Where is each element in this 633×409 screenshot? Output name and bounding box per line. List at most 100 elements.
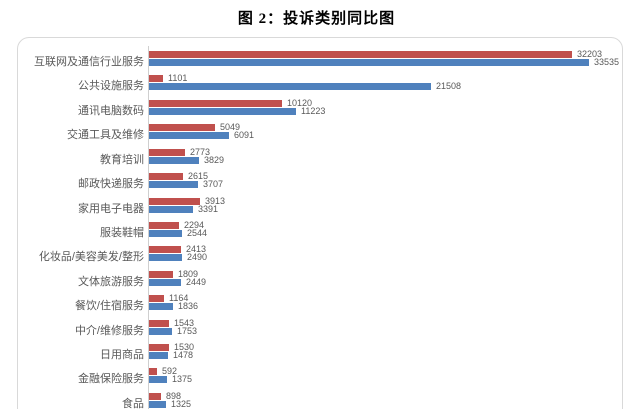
bar-group: 1543 1753 <box>149 317 622 344</box>
category-label: 互联网及通信行业服务 <box>34 56 144 68</box>
category-label: 通讯电脑数码 <box>78 104 144 117</box>
bar-blue <box>149 205 193 213</box>
value-label-blue: 1375 <box>172 374 193 385</box>
chart-row: 通讯电脑数码 10120 11223 <box>18 97 622 124</box>
bar-red <box>149 75 163 83</box>
category-label: 邮政快递服务 <box>78 178 144 191</box>
bar-group: 592 1375 <box>149 366 622 392</box>
value-label-red: 2294 <box>184 219 205 230</box>
chart-row: 餐饮/住宿服务 1164 1836 <box>18 293 622 319</box>
bar-blue <box>149 254 182 262</box>
bar-group: 3913 3391 <box>149 196 622 222</box>
chart-title: 图 2：投诉类别同比图 <box>237 11 396 27</box>
bar-red <box>149 368 157 376</box>
chart-row: 服装鞋帽 2294 2544 <box>18 219 622 246</box>
category-axis-line <box>148 46 149 409</box>
value-label-blue: 6091 <box>234 130 255 141</box>
value-label-red: 10120 <box>287 97 313 108</box>
value-label-red: 592 <box>162 366 178 377</box>
category-label: 食品 <box>122 397 144 409</box>
chart-row: 食品 898 1325 <box>18 391 622 409</box>
chart-row: 邮政快递服务 2615 3707 <box>18 171 622 197</box>
bar-group: 2615 3707 <box>149 171 622 197</box>
bar-group: 2294 2544 <box>149 219 622 246</box>
chart-row: 金融保险服务 592 1375 <box>18 366 622 392</box>
chart-row: 文体旅游服务 1809 2449 <box>18 269 622 295</box>
value-label-blue: 3707 <box>203 179 224 190</box>
bar-blue <box>149 107 296 115</box>
bar-group: 32203 33535 <box>149 49 622 75</box>
value-label-blue: 1753 <box>177 325 198 336</box>
value-label-red: 1543 <box>174 317 195 328</box>
bar-blue <box>149 83 431 91</box>
bar-blue <box>149 327 172 335</box>
category-label: 教育培训 <box>100 153 144 166</box>
bar-group: 1164 1836 <box>149 293 622 319</box>
bar-blue <box>149 303 173 311</box>
category-label: 中介/维修服务 <box>74 324 144 337</box>
bar-group: 1530 1478 <box>149 342 622 368</box>
value-label-blue: 1325 <box>171 398 192 409</box>
category-label: 金融保险服务 <box>78 373 144 386</box>
bar-blue <box>149 352 168 360</box>
value-label-blue: 2490 <box>187 252 208 263</box>
value-label-red: 2413 <box>186 244 207 255</box>
value-label-red: 2773 <box>190 146 211 157</box>
bar-blue <box>149 229 182 237</box>
category-label: 日用商品 <box>100 349 144 362</box>
bar-blue <box>149 156 199 164</box>
bar-red <box>149 344 169 352</box>
chart-row: 交通工具及维修 5049 6091 <box>18 122 622 148</box>
value-label-blue: 2544 <box>187 227 208 238</box>
bar-group: 10120 11223 <box>149 97 622 124</box>
bar-red <box>149 221 179 229</box>
bar-red <box>149 295 164 303</box>
value-label-blue: 11223 <box>301 105 326 116</box>
bar-blue <box>149 376 167 384</box>
bar-group: 5049 6091 <box>149 122 622 148</box>
bar-blue <box>149 181 198 189</box>
chart-row: 教育培训 2773 3829 <box>18 146 622 173</box>
bar-group: 898 1325 <box>149 391 622 409</box>
value-label-red: 2615 <box>188 171 209 182</box>
chart-row: 互联网及通信行业服务 32203 33535 <box>18 49 622 75</box>
value-label-blue: 2449 <box>186 276 207 287</box>
bar-blue <box>149 59 589 66</box>
value-label-red: 5049 <box>220 122 241 133</box>
value-label-red: 1164 <box>169 293 189 304</box>
bar-rows-container: 互联网及通信行业服务 32203 33535 公共设施服务 1101 21508 通讯电脑数… <box>18 49 622 409</box>
bar-red <box>149 270 173 278</box>
bar-blue <box>149 278 181 286</box>
chart-row: 家用电子电器 3913 3391 <box>18 196 622 222</box>
value-label-red: 32203 <box>577 49 603 59</box>
category-label: 餐饮/住宿服务 <box>74 300 144 313</box>
category-label: 交通工具及维修 <box>67 129 144 142</box>
value-label-blue: 33535 <box>594 57 620 67</box>
category-label: 服装鞋帽 <box>100 226 144 239</box>
value-label-blue: 3391 <box>198 203 219 214</box>
bar-blue <box>149 400 166 408</box>
bar-red <box>149 319 169 327</box>
bar-red <box>149 246 181 254</box>
value-label-blue: 3829 <box>204 154 225 165</box>
value-label-red: 1530 <box>174 342 195 353</box>
bar-group: 2413 2490 <box>149 244 622 270</box>
category-label: 文体旅游服务 <box>78 275 144 288</box>
chart-row: 公共设施服务 1101 21508 <box>18 73 622 99</box>
bar-red <box>149 124 215 132</box>
chart-row: 化妆品/美容美发/整形 2413 2490 <box>18 244 622 270</box>
bar-blue <box>149 132 229 140</box>
category-label: 家用电子电器 <box>78 202 144 215</box>
bar-group: 1101 21508 <box>149 73 622 99</box>
value-label-blue: 21508 <box>436 81 462 92</box>
category-label: 公共设施服务 <box>78 80 144 93</box>
bar-red <box>149 173 183 181</box>
value-label-red: 1101 <box>168 73 188 84</box>
category-label: 化妆品/美容美发/整形 <box>38 251 144 264</box>
bar-red <box>149 148 185 156</box>
chart-row: 中介/维修服务 1543 1753 <box>18 317 622 344</box>
chart-row: 日用商品 1530 1478 <box>18 342 622 368</box>
value-label-blue: 1478 <box>173 350 194 361</box>
bar-red <box>149 197 200 205</box>
